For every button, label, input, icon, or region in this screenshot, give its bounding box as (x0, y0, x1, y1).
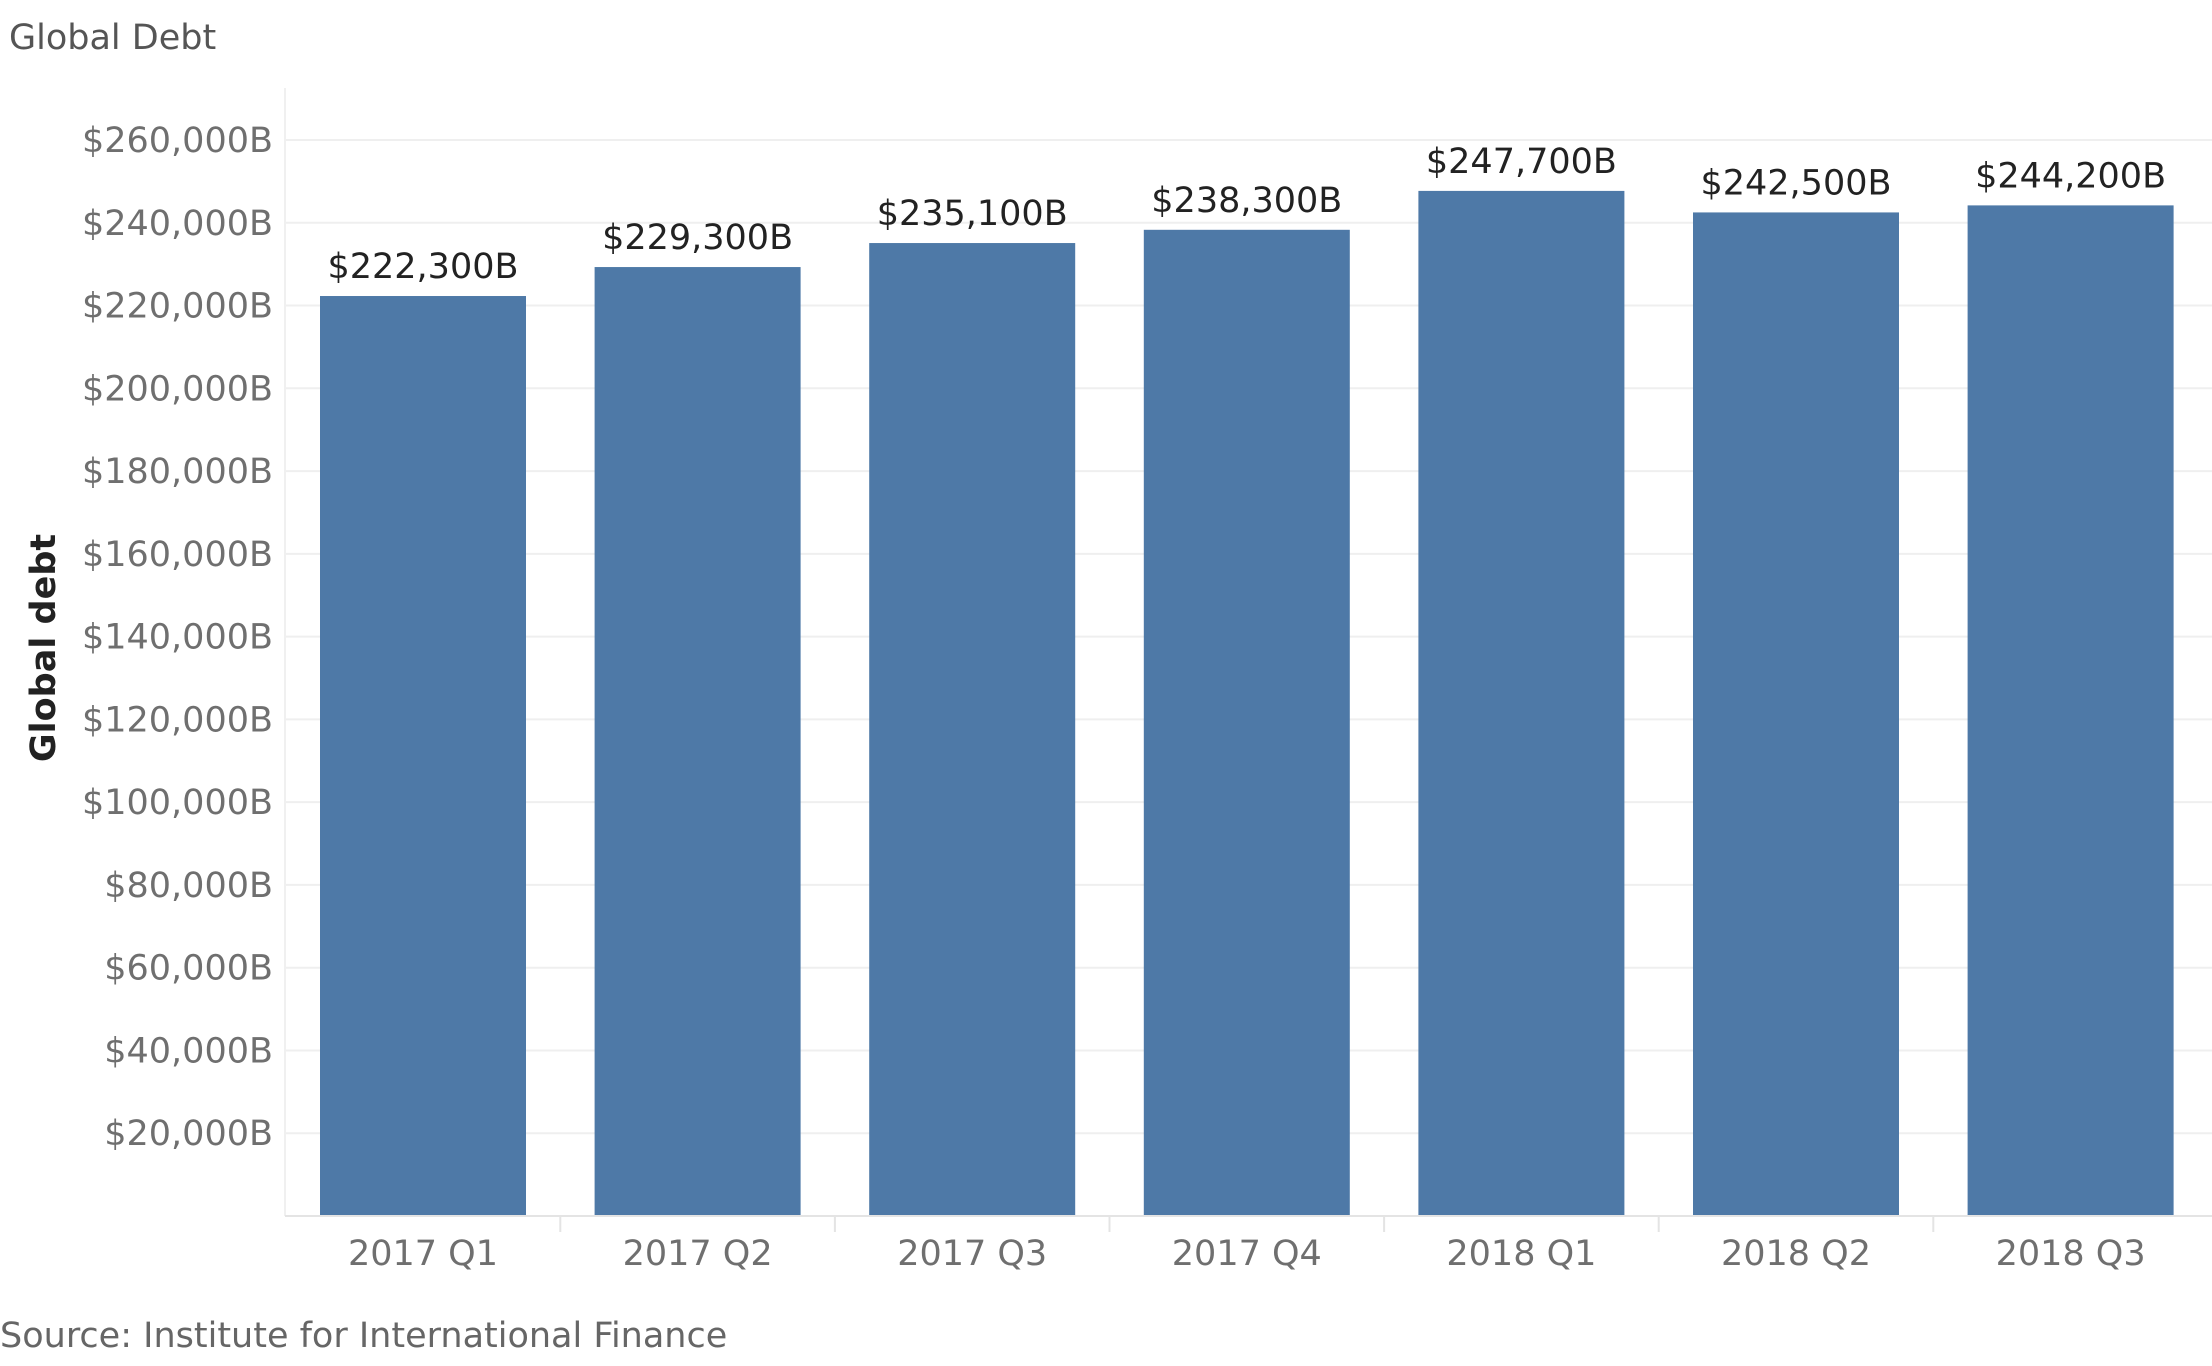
bars (320, 190, 2174, 1216)
x-tick-label: 2018 Q2 (1721, 1234, 1871, 1274)
source-note: Source: Institute for International Fina… (0, 1316, 728, 1356)
data-label: $235,100B (877, 194, 1068, 234)
y-tick-label: $40,000B (104, 1031, 273, 1071)
x-tick-label: 2018 Q3 (1996, 1234, 2146, 1274)
x-tick-label: 2017 Q4 (1172, 1234, 1322, 1274)
y-axis-ticks: $20,000B $40,000B $60,000B $80,000B $100,000… (82, 121, 273, 1154)
y-tick-label: $220,000B (82, 287, 273, 327)
y-tick-label: $100,000B (82, 783, 273, 823)
y-tick-label: $140,000B (82, 618, 273, 658)
bar (1693, 212, 1899, 1216)
data-label: $229,300B (602, 218, 793, 258)
x-axis-ticks: 2017 Q1 2017 Q2 2017 Q3 2017 Q4 2018 Q1 2018 … (348, 1216, 2146, 1274)
data-label: $222,300B (327, 247, 518, 287)
y-tick-label: $160,000B (82, 535, 273, 575)
y-tick-label: $120,000B (82, 700, 273, 740)
x-tick-label: 2018 Q1 (1446, 1234, 1596, 1274)
bar (869, 243, 1076, 1216)
bar (1143, 229, 1350, 1216)
chart-title: Global Debt (9, 18, 217, 58)
x-tick-label: 2017 Q2 (623, 1234, 773, 1274)
y-tick-label: $80,000B (104, 866, 273, 906)
data-label: $247,700B (1426, 142, 1617, 182)
bar (594, 267, 801, 1216)
data-label: $244,200B (1975, 156, 2166, 196)
y-axis-title: Global debt (24, 534, 64, 762)
y-tick-label: $260,000B (82, 121, 273, 161)
y-tick-label: $20,000B (104, 1114, 273, 1154)
data-label: $242,500B (1700, 163, 1891, 203)
y-tick-label: $60,000B (104, 949, 273, 989)
y-tick-label: $200,000B (82, 369, 273, 409)
data-label: $238,300B (1151, 181, 1342, 221)
bar (1418, 190, 1625, 1216)
data-labels: $222,300B $229,300B $235,100B $238,300B $247… (327, 142, 2166, 287)
x-tick-label: 2017 Q1 (348, 1234, 498, 1274)
x-tick-label: 2017 Q3 (897, 1234, 1047, 1274)
y-tick-label: $240,000B (82, 204, 273, 244)
bar (1967, 205, 2174, 1216)
y-tick-label: $180,000B (82, 452, 273, 492)
bar (320, 296, 526, 1216)
